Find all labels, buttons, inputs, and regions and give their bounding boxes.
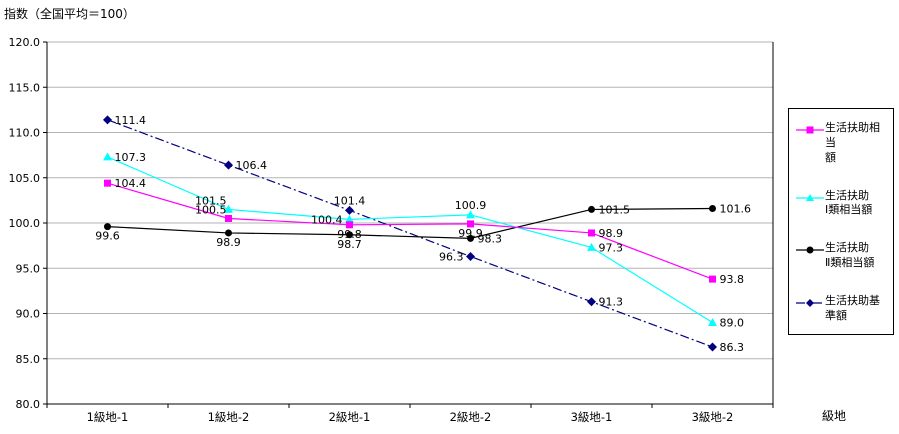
data-label: 106.4 xyxy=(236,159,268,172)
legend-label: 生活扶助 Ⅱ類相当額 xyxy=(825,241,875,270)
data-label: 91.3 xyxy=(599,296,624,309)
diamond-marker-icon xyxy=(466,251,475,261)
diamond-marker-icon xyxy=(224,160,233,170)
circle-marker-icon xyxy=(588,205,595,213)
data-label: 97.3 xyxy=(599,241,624,254)
data-label: 93.8 xyxy=(720,273,745,286)
y-tick-label: 100.0 xyxy=(9,217,41,230)
x-axis-ticks: 1級地-1 1級地-2 2級地-1 2級地-2 3級地-1 3級地-2 xyxy=(46,404,774,424)
data-label: 86.3 xyxy=(720,341,745,354)
diamond-marker-icon xyxy=(345,205,354,215)
y-tick-label: 95.0 xyxy=(16,262,41,275)
data-label: 98.3 xyxy=(478,232,503,245)
triangle-marker-icon xyxy=(806,193,814,201)
data-label: 100.4 xyxy=(311,213,343,226)
data-label: 98.7 xyxy=(337,238,362,251)
square-marker-icon xyxy=(709,275,716,283)
triangle-marker-icon xyxy=(587,242,596,251)
square-marker-icon xyxy=(104,179,111,187)
data-label: 99.8 xyxy=(337,228,362,241)
data-label: 99.9 xyxy=(458,227,483,240)
data-label: 111.4 xyxy=(115,114,147,127)
data-label: 101.5 xyxy=(599,203,631,216)
y-axis-ticks: 80.0 85.0 90.0 95.0 100.0 105.0 110.0 115.0 120.… xyxy=(9,36,47,411)
data-label: 107.3 xyxy=(115,151,147,164)
y-tick-label: 105.0 xyxy=(9,172,41,185)
data-label: 98.9 xyxy=(599,227,624,240)
circle-marker-icon xyxy=(709,205,716,213)
series-0 xyxy=(104,179,716,283)
triangle-marker-icon xyxy=(708,318,717,327)
series-3 xyxy=(103,115,717,352)
data-label: 99.6 xyxy=(95,230,120,243)
diamond-marker-icon xyxy=(103,115,112,125)
legend-item-0: 生活扶助相当 額 xyxy=(795,121,888,166)
gridlines xyxy=(47,41,773,360)
data-label: 89.0 xyxy=(720,317,745,330)
diamond-marker-icon xyxy=(796,298,824,307)
y-tick-label: 120.0 xyxy=(9,36,41,49)
y-axis-title: 指数（全国平均＝100） xyxy=(4,7,135,21)
legend-label: 生活扶助相当 額 xyxy=(825,121,880,164)
data-label: 98.9 xyxy=(216,236,241,249)
data-label: 101.6 xyxy=(720,203,752,216)
legend-label: 生活扶助基 準額 xyxy=(825,293,880,322)
circle-marker-icon xyxy=(104,223,111,231)
series-line-0 xyxy=(107,182,713,280)
square-marker-icon xyxy=(806,126,814,134)
legend-item-3: 生活扶助基 準額 xyxy=(795,294,888,324)
series-2 xyxy=(104,205,716,242)
square-marker-icon xyxy=(467,220,474,228)
circle-marker-icon xyxy=(346,231,353,239)
data-label: 101.5 xyxy=(195,194,227,207)
y-tick-label: 80.0 xyxy=(16,398,41,411)
x-tick-label: 2級地-1 xyxy=(329,410,371,424)
diamond-marker-icon xyxy=(806,298,814,307)
x-tick-label: 1級地-2 xyxy=(208,410,250,424)
data-label: 100.9 xyxy=(455,199,487,212)
series-line-3 xyxy=(107,119,713,348)
y-tick-label: 90.0 xyxy=(16,308,41,321)
x-tick-label: 3級地-2 xyxy=(692,410,734,424)
square-marker-icon xyxy=(225,214,232,222)
series-line-1 xyxy=(107,156,713,324)
legend-item-2: 生活扶助 Ⅱ類相当額 xyxy=(795,241,888,271)
square-marker-icon xyxy=(796,126,824,134)
y-tick-label: 85.0 xyxy=(16,353,41,366)
data-label: 101.4 xyxy=(334,194,366,207)
legend-label: 生活扶助 Ⅰ類相当額 xyxy=(825,188,873,217)
x-axis-title: 級地 xyxy=(822,409,847,423)
data-labels: 104.4 100.5 99.8 99.9 98.9 93.8 107.3 101.5 100.… xyxy=(95,114,751,354)
data-label: 96.3 xyxy=(439,250,464,263)
circle-marker-icon xyxy=(225,229,232,237)
data-label: 104.4 xyxy=(115,177,147,190)
legend: 生活扶助相当 額生活扶助 Ⅰ類相当額 生活扶助 Ⅱ類相当額 生活扶助基 準額 xyxy=(788,108,894,335)
diamond-marker-icon xyxy=(587,297,596,307)
triangle-marker-icon xyxy=(796,193,824,201)
diamond-marker-icon xyxy=(708,342,717,352)
series-1 xyxy=(103,152,717,327)
triangle-marker-icon xyxy=(466,210,475,219)
x-tick-label: 3級地-1 xyxy=(571,410,613,424)
triangle-marker-icon xyxy=(103,152,112,161)
triangle-marker-icon xyxy=(224,204,233,213)
y-tick-label: 110.0 xyxy=(9,127,41,140)
circle-marker-icon xyxy=(467,234,474,242)
triangle-marker-icon xyxy=(345,214,354,223)
circle-marker-icon xyxy=(796,246,824,254)
legend-item-1: 生活扶助 Ⅰ類相当額 xyxy=(795,189,888,219)
series-line-2 xyxy=(107,207,713,239)
square-marker-icon xyxy=(588,229,595,237)
y-tick-label: 115.0 xyxy=(9,81,41,94)
x-tick-label: 1級地-1 xyxy=(87,410,129,424)
x-tick-label: 2級地-2 xyxy=(450,410,492,424)
circle-marker-icon xyxy=(806,246,814,254)
data-label: 100.5 xyxy=(195,203,227,216)
square-marker-icon xyxy=(346,221,353,229)
